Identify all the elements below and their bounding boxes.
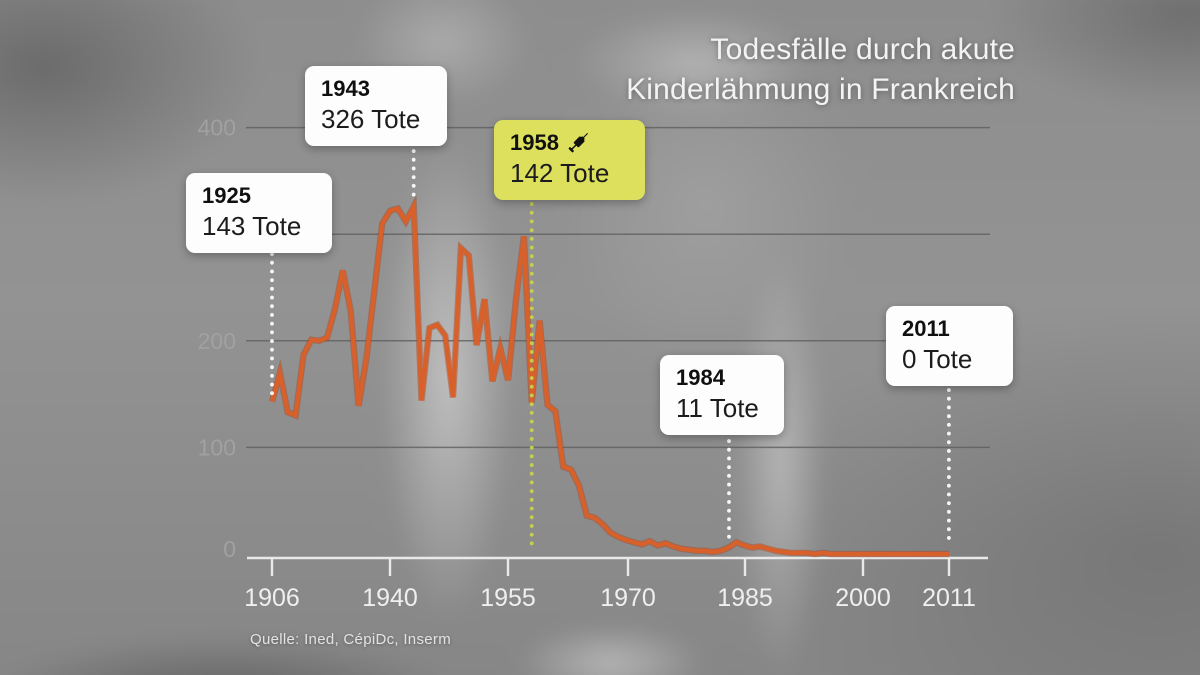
callout-value-label: 326 Tote (321, 104, 421, 134)
callout-value-label: 142 Tote (510, 158, 610, 188)
callout-value-label: 143 Tote (202, 211, 302, 241)
y-axis-label-400: 400 (198, 115, 236, 141)
callout-2011: 2011 0 Tote (886, 306, 1013, 386)
callout-year-label: 1943 (321, 76, 370, 101)
y-axis-label-100: 100 (198, 434, 236, 460)
series-line-polio-deaths (269, 198, 949, 557)
callout-1925: 1925 143 Tote (186, 173, 332, 253)
callout-year-row: 1958 (510, 129, 629, 157)
chart-title-line2: Kinderlähmung in Frankreich (626, 73, 1015, 106)
x-axis-label-1940: 1940 (362, 584, 418, 612)
x-axis-label-1906: 1906 (244, 584, 300, 612)
callout-1958-vaccination: 1958 142 Tote (494, 120, 645, 200)
x-axis-label-1970: 1970 (600, 584, 656, 612)
y-axis-label-0: 0 (223, 536, 236, 562)
callout-year-label: 2011 (902, 316, 950, 341)
callout-year-label: 1925 (202, 183, 251, 208)
chart-title: Todesfälle durch akute Kinderlähmung in … (626, 30, 1015, 110)
callout-year-label: 1958 (510, 130, 559, 155)
x-axis-label-1955: 1955 (480, 584, 536, 612)
callout-value-label: 11 Tote (676, 393, 759, 423)
callout-year-label: 1984 (676, 365, 725, 390)
chart-title-line1: Todesfälle durch akute (710, 33, 1015, 66)
callout-1984: 1984 11 Tote (660, 355, 784, 435)
x-axis-label-2000: 2000 (835, 584, 891, 612)
y-axis-label-200: 200 (198, 328, 236, 354)
syringe-icon (566, 129, 592, 155)
callout-1943: 1943 326 Tote (305, 66, 447, 146)
series-line-shadow (268, 194, 949, 558)
x-axis-label-1985: 1985 (717, 584, 773, 612)
x-axis-label-2011: 2011 (922, 584, 976, 612)
source-attribution: Quelle: Ined, CépiDc, Inserm (250, 631, 451, 648)
callout-value-label: 0 Tote (902, 344, 973, 374)
